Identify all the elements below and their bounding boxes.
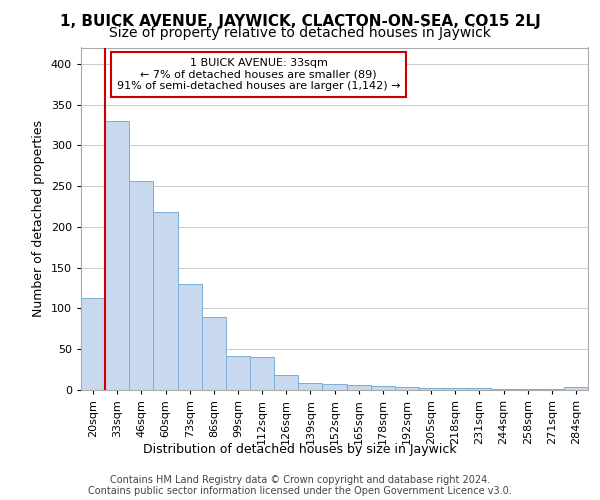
- Bar: [154, 212, 178, 390]
- Bar: [105, 121, 129, 390]
- Bar: [371, 386, 395, 390]
- Bar: [347, 385, 371, 390]
- Text: Contains HM Land Registry data © Crown copyright and database right 2024.: Contains HM Land Registry data © Crown c…: [110, 475, 490, 485]
- Bar: [419, 388, 443, 390]
- Bar: [226, 356, 250, 390]
- Bar: [467, 388, 491, 390]
- Bar: [515, 389, 540, 390]
- Bar: [395, 386, 419, 390]
- Bar: [202, 316, 226, 390]
- Bar: [540, 389, 564, 390]
- Bar: [129, 181, 154, 390]
- Bar: [81, 298, 105, 390]
- Bar: [298, 382, 322, 390]
- Bar: [491, 389, 515, 390]
- Bar: [322, 384, 347, 390]
- Bar: [178, 284, 202, 390]
- Text: Size of property relative to detached houses in Jaywick: Size of property relative to detached ho…: [109, 26, 491, 40]
- Text: Contains public sector information licensed under the Open Government Licence v3: Contains public sector information licen…: [88, 486, 512, 496]
- Text: Distribution of detached houses by size in Jaywick: Distribution of detached houses by size …: [143, 442, 457, 456]
- Bar: [564, 386, 588, 390]
- Bar: [443, 388, 467, 390]
- Text: 1, BUICK AVENUE, JAYWICK, CLACTON-ON-SEA, CO15 2LJ: 1, BUICK AVENUE, JAYWICK, CLACTON-ON-SEA…: [59, 14, 541, 29]
- Bar: [250, 358, 274, 390]
- Y-axis label: Number of detached properties: Number of detached properties: [32, 120, 45, 318]
- Text: 1 BUICK AVENUE: 33sqm
← 7% of detached houses are smaller (89)
91% of semi-detac: 1 BUICK AVENUE: 33sqm ← 7% of detached h…: [116, 58, 400, 91]
- Bar: [274, 376, 298, 390]
